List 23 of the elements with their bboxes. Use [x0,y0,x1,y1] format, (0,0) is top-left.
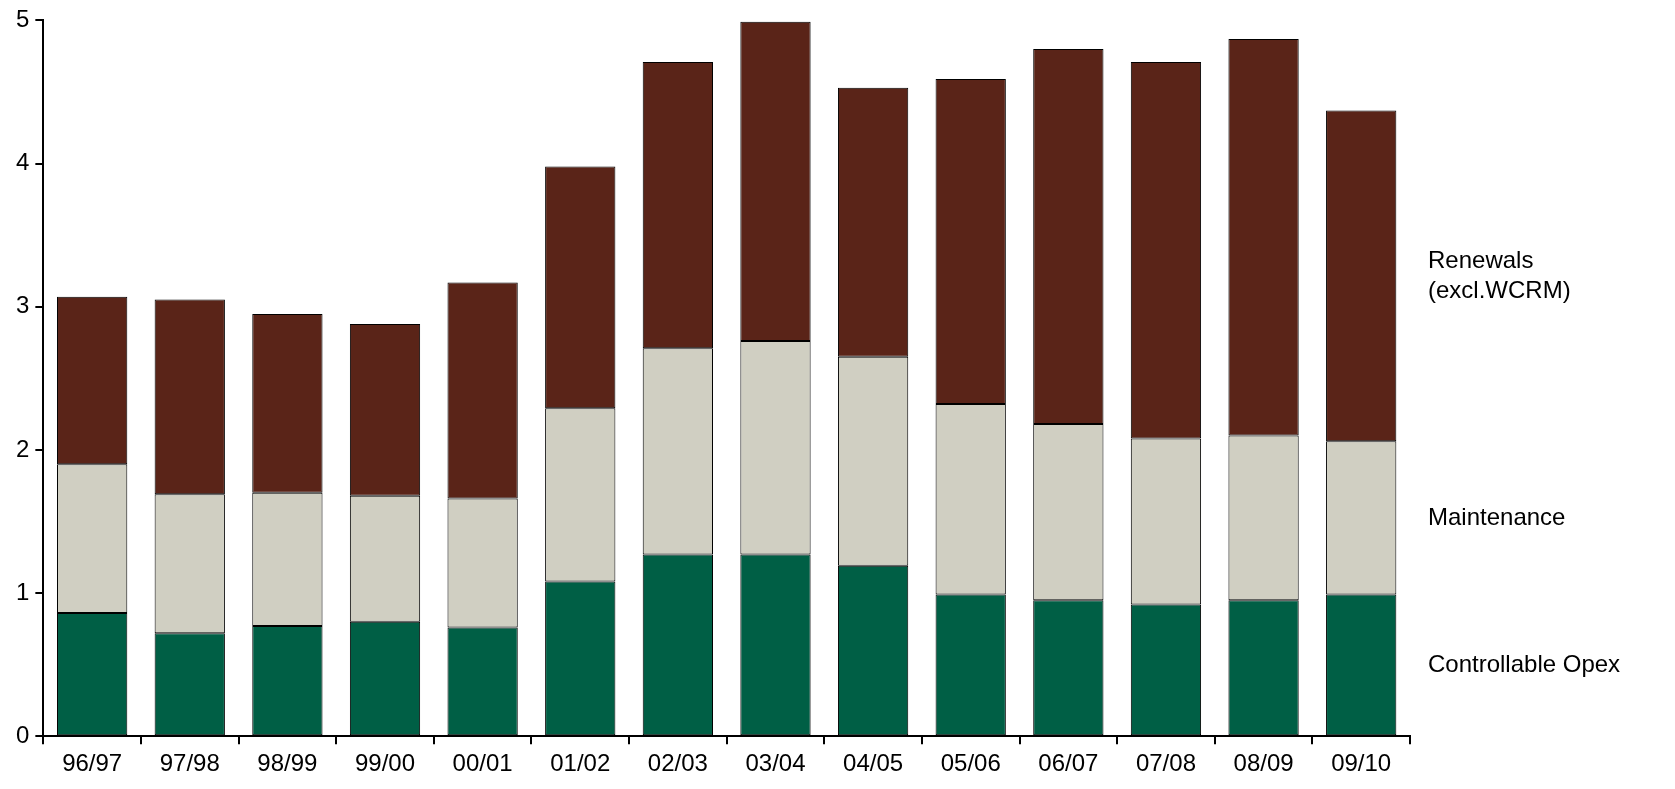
x-tick-label: 97/98 [159,749,220,777]
x-tick-label: 07/08 [1135,749,1196,777]
series-label: Renewals (excl.WCRM) [1428,245,1571,303]
y-tick-label: 1 [15,577,30,605]
x-tick-label: 05/06 [940,749,1001,777]
x-tick-label: 03/04 [745,749,806,777]
x-tick-label: 00/01 [452,749,513,777]
x-tick-label: 04/05 [843,749,904,777]
x-tick-label: 02/03 [647,749,708,777]
y-tick-label: 5 [15,5,30,33]
x-tick-label: 08/09 [1233,749,1294,777]
y-tick-label: 4 [15,148,30,176]
y-tick-label: 2 [15,434,30,462]
y-tick-label: 3 [15,291,30,319]
x-tick-label: 99/00 [354,749,416,777]
x-tick-label: 09/10 [1331,749,1392,777]
x-tick-label: 01/02 [550,749,611,777]
y-tick-label: 0 [15,720,30,748]
x-tick-label: 06/07 [1038,749,1099,777]
x-tick-label: 98/99 [257,749,318,777]
series-label: Maintenance [1428,502,1566,530]
series-label: Controllable Opex [1428,649,1621,677]
x-tick-label: 96/97 [62,749,123,777]
